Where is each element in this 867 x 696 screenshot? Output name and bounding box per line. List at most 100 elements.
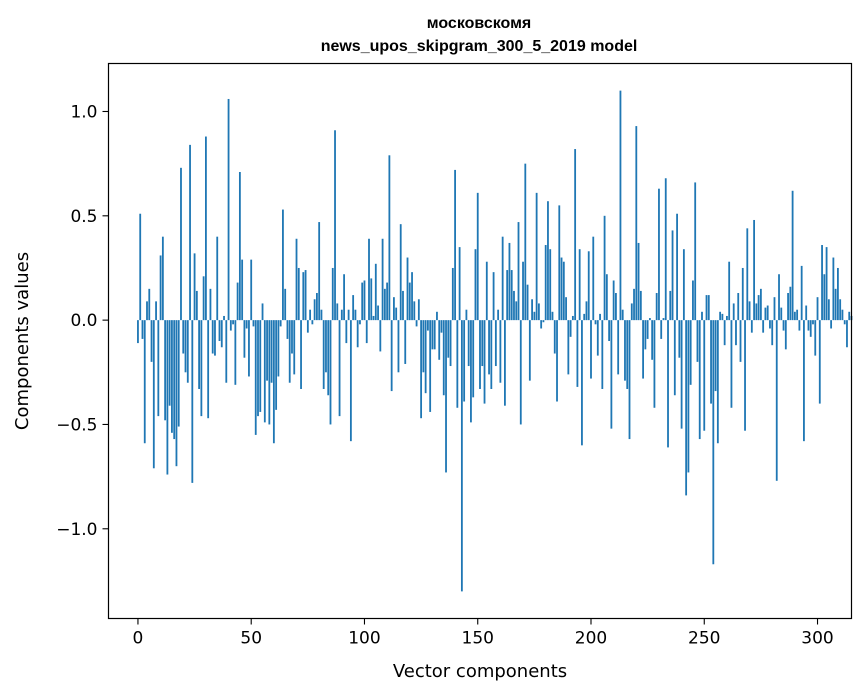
bar-225 [646,320,649,339]
bar-101 [365,320,368,344]
bar-169 [519,320,522,425]
x-tick-label-6: 300 [801,629,833,649]
bar-61 [275,320,278,410]
chart-title-line2: news_upos_skipgram_300_5_2019 model [321,38,638,55]
bar-268 [744,320,746,431]
bar-260 [726,315,728,321]
bar-289 [791,190,794,321]
bar-77 [311,320,314,325]
bar-58 [268,320,271,425]
bar-94 [349,320,352,442]
bar-220 [635,126,638,321]
bar-298 [812,320,814,325]
bar-16 [173,320,176,440]
bar-241 [682,249,685,321]
bar-192 [571,315,574,321]
bar-272 [753,219,755,321]
bar-62 [277,320,280,377]
bar-205 [601,320,604,389]
bar-6 [150,320,153,362]
bar-218 [630,303,633,321]
bar-295 [805,305,808,321]
bar-149 [474,249,477,321]
bar-296 [807,320,810,331]
bar-60 [272,320,275,444]
bar-92 [345,320,348,344]
bar-284 [780,307,783,321]
y-tick-label-0: −1.0 [56,520,97,540]
bar-255 [714,320,717,392]
bar-125 [420,320,423,419]
bar-117 [402,290,404,321]
bar-210 [612,280,615,321]
bar-233 [664,178,667,321]
bar-64 [282,209,284,321]
bar-162 [504,320,506,406]
bar-144 [463,320,466,402]
bar-160 [499,320,502,383]
bar-311 [841,309,844,321]
bar-206 [603,215,606,321]
bar-304 [825,247,828,321]
y-tick-label-4: 1.0 [70,102,97,122]
bar-95 [352,295,355,321]
bar-127 [424,320,427,394]
bar-278 [766,305,769,321]
bar-69 [293,320,296,375]
bar-37 [220,320,223,348]
bar-231 [660,320,663,339]
bar-3 [143,320,146,444]
bar-293 [800,265,803,321]
bar-73 [302,272,305,321]
bar-253 [710,320,712,404]
bar-67 [288,320,291,383]
bar-70 [295,238,298,321]
bar-194 [576,320,579,387]
bar-36 [218,320,221,341]
bar-32 [209,288,212,321]
bar-40 [227,98,230,321]
bar-285 [782,320,785,331]
bar-200 [590,320,592,379]
bar-142 [458,247,461,321]
bar-51 [252,320,255,327]
bar-240 [680,320,683,429]
bar-288 [789,286,792,321]
bar-18 [177,320,180,427]
bar-158 [494,320,497,367]
bar-208 [608,320,611,341]
bar-299 [814,320,817,356]
bar-203 [596,320,599,356]
bar-12 [164,320,167,421]
bar-264 [735,320,737,346]
bar-281 [773,297,776,321]
bar-245 [692,280,694,321]
bar-174 [531,299,533,321]
bar-248 [698,320,701,440]
x-tick-label-2: 100 [348,629,380,649]
bar-224 [644,320,647,350]
bar-1 [139,213,142,321]
bar-11 [161,236,164,321]
bar-244 [689,320,692,385]
bar-147 [470,320,472,423]
bar-131 [433,320,436,350]
x-axis-label: Vector components [393,661,567,682]
bar-25 [193,253,196,321]
bar-199 [587,251,590,321]
bar-21 [184,320,187,373]
bar-35 [216,236,219,321]
bar-308 [834,288,837,321]
bar-50 [250,259,253,321]
bar-46 [241,259,244,321]
bar-150 [476,192,479,321]
x-tick-label-3: 150 [462,629,494,649]
bar-81 [320,309,323,321]
x-tick-label-0: 0 [133,629,144,649]
bar-171 [524,163,527,321]
bar-301 [818,320,821,404]
bar-239 [678,320,681,358]
bar-85 [329,320,332,425]
bar-141 [456,320,459,408]
bar-99 [361,282,364,321]
